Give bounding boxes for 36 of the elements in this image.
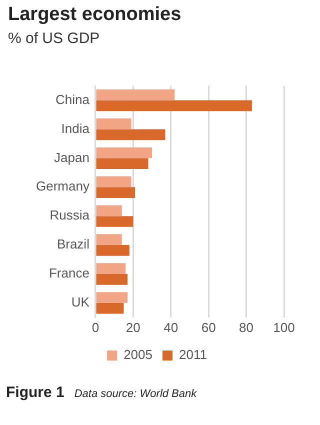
bar [96,245,130,256]
bar [96,118,132,130]
bar [96,263,126,274]
bar [96,100,252,112]
bar [96,302,124,314]
y-tick-label: Japan [54,150,90,165]
chart-title: Largest economies [8,4,182,26]
source-note: Data source: World Bank [74,388,197,400]
bar [96,187,136,198]
y-tick-label: Germany [36,178,90,194]
bar [96,176,132,188]
y-tick-label: UK [71,294,90,310]
bar [96,234,122,246]
caption: Figure 1 [6,384,64,401]
bar [96,216,134,227]
y-tick-label: India [61,120,90,136]
bar [96,158,148,170]
chart-subtitle: % of US GDP [8,30,100,47]
x-tick-label: 20 [126,320,140,335]
legend-label: 2011 [178,347,207,362]
x-tick-label: 40 [164,320,178,335]
y-tick-label: Brazil [56,236,90,252]
bar [96,129,166,140]
y-tick-label: Russia [50,208,90,223]
bar [96,292,128,303]
x-tick-label: 100 [273,320,295,335]
y-tick-label: France [48,266,90,281]
legend-label: 2005 [124,347,152,362]
bar [96,205,122,216]
bar [96,147,152,158]
bar [96,274,128,285]
bar [96,89,175,100]
y-tick-label: China [55,92,90,107]
x-tick-label: 60 [201,320,216,335]
x-tick-label: 0 [92,320,100,335]
x-tick-label: 80 [239,320,254,335]
